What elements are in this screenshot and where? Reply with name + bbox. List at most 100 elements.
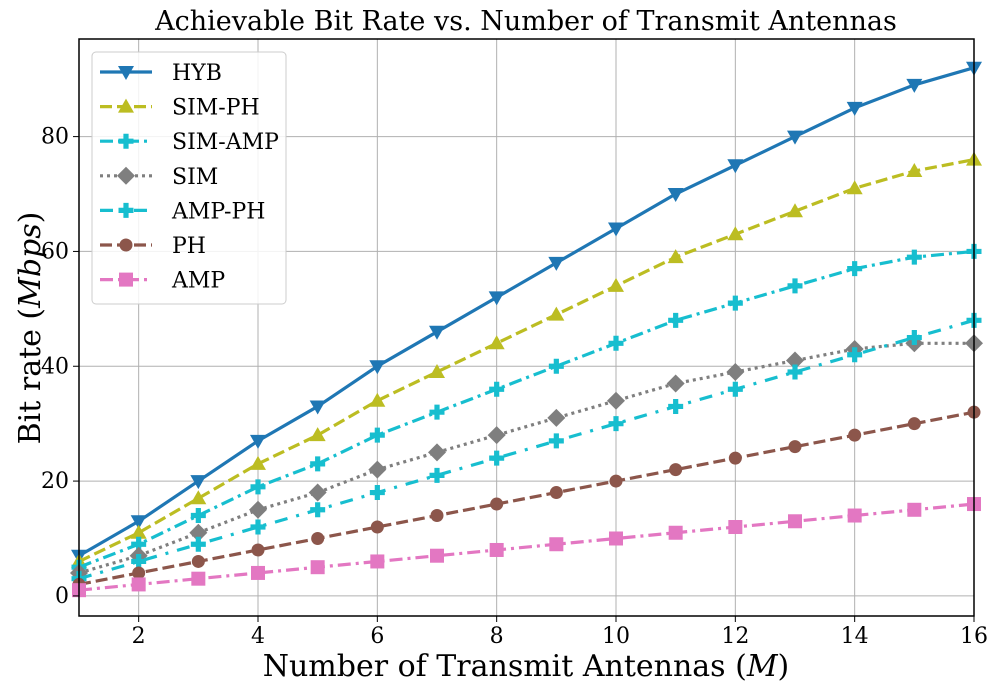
y-axis-label: Bit rate (Mbps) xyxy=(13,212,48,445)
x-axis-label-suffix: ) xyxy=(778,649,790,684)
data-point xyxy=(728,520,743,535)
legend-item-amp: AMP xyxy=(100,269,225,294)
data-point xyxy=(310,560,325,575)
data-point xyxy=(369,392,386,407)
legend-label: HYB xyxy=(172,61,222,86)
data-point xyxy=(430,509,444,523)
data-point xyxy=(548,306,565,321)
data-point xyxy=(727,381,743,397)
data-point xyxy=(132,566,146,580)
data-point xyxy=(787,278,803,294)
data-point xyxy=(547,408,566,427)
legend-marker xyxy=(117,166,135,185)
series-line xyxy=(78,502,975,592)
data-point xyxy=(369,427,385,443)
data-point xyxy=(489,381,505,397)
data-point xyxy=(549,537,564,552)
data-point xyxy=(309,427,326,442)
data-point xyxy=(189,523,208,542)
data-point xyxy=(549,486,563,500)
legend-item-amp-ph: AMP-PH xyxy=(100,199,265,224)
series-hyb xyxy=(71,61,982,564)
data-point xyxy=(847,347,863,363)
series-line xyxy=(78,410,975,586)
legend: HYB SIM-PH SIM-AMP SIM AMP-PH PH AMP xyxy=(91,51,287,305)
data-point xyxy=(548,358,564,374)
data-point xyxy=(608,416,624,432)
data-point xyxy=(308,483,327,502)
series-ph xyxy=(72,405,981,591)
data-point xyxy=(668,398,684,414)
data-point xyxy=(727,226,744,241)
legend-label: SIM-AMP xyxy=(172,130,279,155)
data-point xyxy=(190,490,207,505)
x-tick-label: 16 xyxy=(960,624,988,649)
series-amp-ph xyxy=(71,312,982,587)
x-axis-label-prefix: Number of Transmit Antennas ( xyxy=(263,649,747,684)
y-tick-label: 40 xyxy=(41,354,69,379)
legend-item-hyb: HYB xyxy=(100,61,222,86)
x-tick-label: 4 xyxy=(251,624,265,649)
data-point xyxy=(847,261,863,277)
data-point xyxy=(429,404,445,420)
data-point xyxy=(191,554,205,568)
legend-marker xyxy=(118,98,134,113)
data-point xyxy=(847,508,862,523)
data-point xyxy=(250,479,266,495)
data-point xyxy=(669,463,683,477)
data-point xyxy=(848,428,862,442)
data-point xyxy=(310,456,326,472)
x-tick-label: 2 xyxy=(132,624,146,649)
data-point xyxy=(608,335,624,351)
legend-marker xyxy=(118,133,134,149)
data-point xyxy=(846,180,863,195)
data-point xyxy=(429,325,445,340)
data-point xyxy=(906,163,923,178)
y-tick-label: 20 xyxy=(41,469,69,494)
data-point xyxy=(368,460,387,479)
data-point xyxy=(429,467,445,483)
legend-item-ph: PH xyxy=(100,234,206,259)
data-point xyxy=(369,485,385,501)
legend-marker xyxy=(118,66,134,80)
legend-label: SIM-PH xyxy=(172,96,260,121)
data-point xyxy=(787,203,803,218)
data-point xyxy=(609,531,623,546)
series-sim xyxy=(70,334,983,582)
ticks: 2 4 6 8 10 12 14 16 0 20 40 60 80 xyxy=(41,125,988,649)
x-tick-label: 6 xyxy=(370,624,384,649)
x-tick-label: 12 xyxy=(721,624,749,649)
series-amp xyxy=(72,497,981,598)
y-tick-label: 0 xyxy=(55,584,69,609)
data-point xyxy=(131,577,146,592)
data-point xyxy=(727,159,744,174)
data-point xyxy=(906,78,923,93)
y-tick-label: 80 xyxy=(41,125,69,150)
data-point xyxy=(488,291,505,306)
x-tick-label: 8 xyxy=(490,624,504,649)
y-axis-label-suffix: ) xyxy=(13,212,48,224)
data-point xyxy=(190,508,206,524)
x-axis-label-var: M xyxy=(746,649,779,684)
x-axis-label: Number of Transmit Antennas (M) xyxy=(263,649,790,684)
data-point xyxy=(787,130,803,145)
data-point xyxy=(428,443,446,462)
data-point xyxy=(251,543,265,557)
data-point xyxy=(429,363,445,378)
data-point xyxy=(490,497,504,511)
data-point xyxy=(906,249,922,265)
data-point xyxy=(251,565,265,580)
data-point xyxy=(668,525,683,540)
data-point xyxy=(250,455,266,470)
data-point xyxy=(190,475,207,490)
data-point xyxy=(487,426,506,445)
legend-marker xyxy=(119,238,133,252)
series-line xyxy=(78,157,975,563)
data-point xyxy=(906,330,922,346)
legend-item-sim-amp: SIM-AMP xyxy=(100,130,279,155)
data-point xyxy=(190,536,206,552)
data-point xyxy=(907,502,922,517)
series-layer xyxy=(70,61,983,598)
data-point xyxy=(309,400,326,415)
